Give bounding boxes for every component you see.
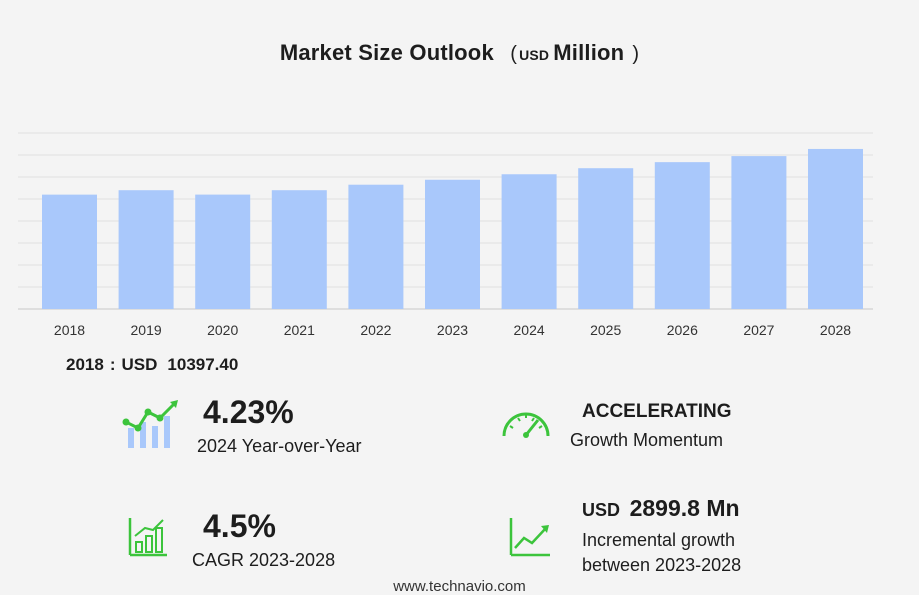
- x-tick-label: 2022: [360, 322, 391, 338]
- bar-2028: [808, 148, 863, 309]
- bar-2018: [42, 194, 97, 309]
- base-currency: USD: [121, 355, 158, 374]
- bar-2020: [195, 194, 251, 309]
- incremental-label-2: between 2023-2028: [582, 555, 742, 575]
- bar-chart-icon: [128, 518, 167, 557]
- chart-title: Market Size Outlook (USD Million): [0, 40, 919, 66]
- line-chart-icon: [509, 518, 550, 557]
- momentum-label: Growth Momentum: [570, 430, 724, 450]
- speedometer-icon: [502, 412, 550, 438]
- title-open-paren: (: [510, 43, 518, 65]
- chart-bars: [42, 148, 863, 309]
- base-value: 2018: USD 10397.40: [66, 355, 238, 375]
- yoy-value: 4.23%: [203, 394, 294, 430]
- cagr-value: 4.5%: [203, 508, 276, 544]
- x-tick-label: 2019: [131, 322, 162, 338]
- bar-2021: [271, 190, 327, 309]
- x-tick-label: 2024: [514, 322, 545, 338]
- chart-x-ticks: 2018 2019 2020 2021 2022 2023 2024 2025 2026 2027…: [54, 322, 851, 338]
- source-footer: www.technavio.com: [393, 578, 526, 595]
- x-tick-label: 2023: [437, 322, 468, 338]
- bar-2026: [654, 162, 710, 309]
- x-tick-label: 2018: [54, 322, 85, 338]
- x-tick-label: 2028: [820, 322, 851, 338]
- yoy-label: 2024 Year-over-Year: [197, 436, 362, 456]
- incremental-currency: USD: [582, 500, 621, 520]
- bar-2024: [501, 174, 557, 309]
- title-scale: Million: [553, 40, 625, 65]
- incremental-amount: 2899.8 Mn: [629, 495, 740, 521]
- x-tick-label: 2027: [743, 322, 774, 338]
- base-sep: :: [109, 355, 116, 374]
- title-close-paren: ): [632, 43, 640, 65]
- x-tick-label: 2025: [590, 322, 621, 338]
- bar-2019: [118, 190, 174, 309]
- bar-2023: [425, 179, 480, 309]
- title-main: Market Size Outlook: [279, 40, 494, 65]
- cagr-label: CAGR 2023-2028: [192, 550, 336, 570]
- bar-2027: [731, 156, 787, 309]
- incremental-value: USD 2899.8 Mn: [582, 495, 740, 522]
- incremental-label-1: Incremental growth: [582, 530, 736, 550]
- growth-chart-icon: [122, 400, 178, 448]
- x-tick-label: 2021: [284, 322, 315, 338]
- title-unit: USD: [519, 47, 550, 63]
- x-tick-label: 2026: [667, 322, 698, 338]
- bar-2022: [348, 184, 404, 309]
- momentum-value: ACCELERATING: [582, 401, 732, 422]
- base-year: 2018: [66, 355, 104, 374]
- base-amount: 10397.40: [167, 355, 239, 374]
- x-tick-label: 2020: [207, 322, 238, 338]
- bar-chart: 2018 2019 2020 2021 2022 2023 2024 2025 2026 2027…: [18, 132, 873, 338]
- bar-2025: [578, 168, 634, 309]
